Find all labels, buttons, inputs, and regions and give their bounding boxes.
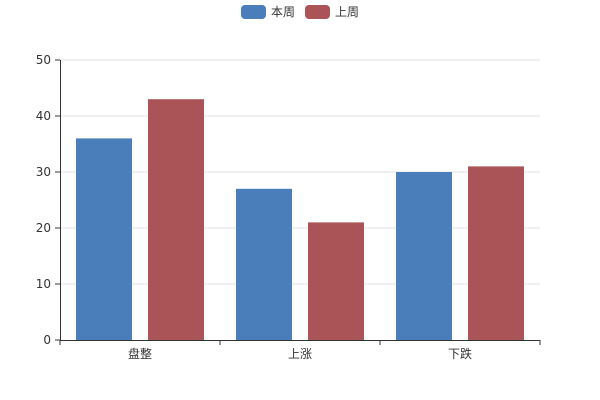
bar-last-week-0[interactable] [148, 99, 204, 340]
legend-item-this-week[interactable]: 本周 [241, 5, 295, 19]
bar-this-week-2[interactable] [396, 172, 452, 340]
y-tick-label: 10 [36, 277, 51, 291]
bar-last-week-1[interactable] [308, 222, 364, 340]
bars [76, 99, 524, 340]
x-tick-label: 上涨 [288, 346, 312, 361]
legend-label: 本周 [271, 5, 295, 19]
x-tick-label: 下跌 [448, 346, 472, 361]
bar-last-week-2[interactable] [468, 166, 524, 340]
y-tick-label: 30 [36, 165, 51, 179]
y-tick-label: 40 [36, 109, 51, 123]
legend-label: 上周 [335, 5, 359, 19]
y-tick-label: 50 [36, 53, 51, 67]
bar-this-week-1[interactable] [236, 188, 292, 340]
bar-this-week-0[interactable] [76, 138, 132, 340]
y-tick-label: 20 [36, 221, 51, 235]
legend-item-last-week[interactable]: 上周 [305, 5, 359, 19]
legend-swatch [305, 5, 330, 19]
legend[interactable]: 本周 上周 [241, 5, 359, 19]
legend-swatch [241, 5, 266, 19]
y-tick-label: 0 [43, 333, 51, 347]
grid-lines [60, 59, 540, 285]
axes: 0 10 20 30 40 50 盘整 上涨 下跌 [36, 53, 541, 361]
x-tick-label: 盘整 [128, 346, 152, 361]
